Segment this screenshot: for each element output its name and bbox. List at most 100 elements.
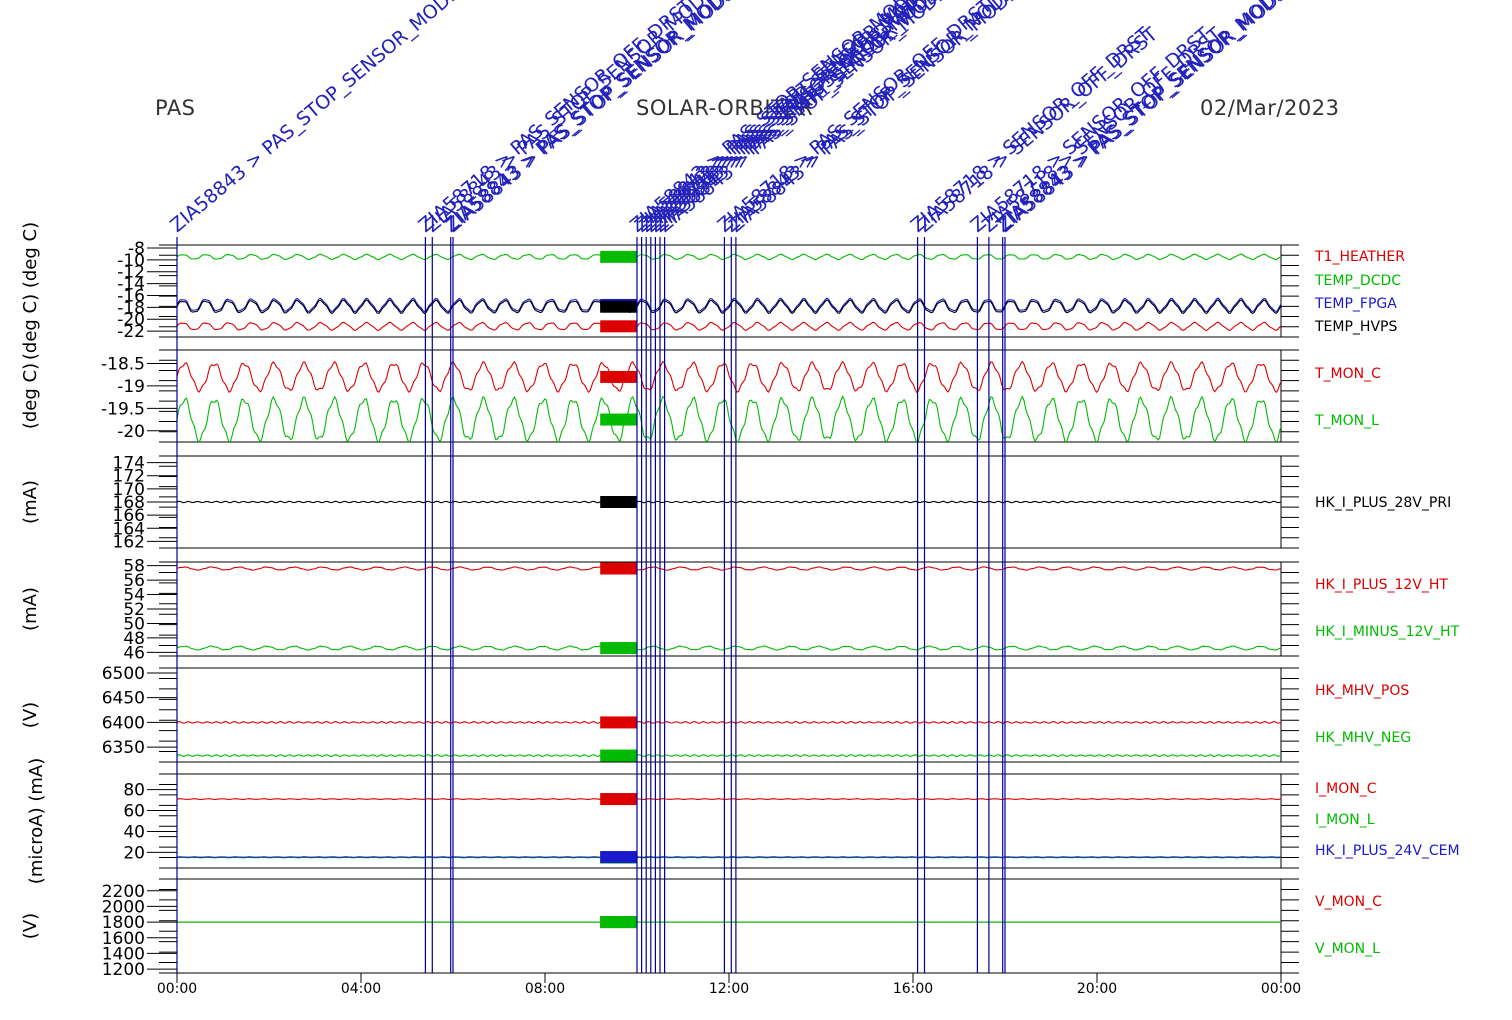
y-axis-label: (V) <box>20 913 41 939</box>
y-tick-label: 6400 <box>102 713 145 733</box>
legend-i-mon-c: I_MON_C <box>1315 781 1377 797</box>
data-burst <box>600 496 637 508</box>
data-burst <box>600 851 637 864</box>
legend-hk-mhv-pos: HK_MHV_POS <box>1315 683 1409 699</box>
legend-hk-i-plus-12v-ht: HK_I_PLUS_12V_HT <box>1315 577 1448 593</box>
y-tick-label: 56 <box>123 571 145 591</box>
y-tick-label: 80 <box>123 781 145 801</box>
header-mission: SOLAR-ORBITER <box>636 96 814 120</box>
header-instrument: PAS <box>155 96 196 120</box>
y-axis-label: (mA) <box>20 480 41 524</box>
y-axis-label: (V) <box>20 702 41 728</box>
legend-t-mon-l: T_MON_L <box>1314 413 1379 429</box>
x-tick-label: 08:00 <box>525 981 565 997</box>
y-tick-label: -19 <box>117 377 145 397</box>
series-t1-heather <box>177 321 1281 332</box>
y-tick-label: 6350 <box>102 738 145 758</box>
legend-v-mon-c: V_MON_C <box>1315 894 1382 910</box>
x-tick-label: 20:00 <box>1077 981 1117 997</box>
data-burst <box>600 642 637 655</box>
series-hk-mhv-pos <box>177 721 1281 724</box>
series-t-mon-c <box>177 360 1281 394</box>
data-burst <box>600 749 637 762</box>
y-tick-label: -20 <box>117 310 145 330</box>
legend-temp-hvps: TEMP_HVPS <box>1314 319 1397 335</box>
data-burst <box>600 320 637 333</box>
panel-frame <box>176 667 1282 763</box>
y-tick-label: -10 <box>117 251 145 271</box>
series-group <box>177 716 1281 762</box>
y-tick-label: 6450 <box>102 689 145 709</box>
y-tick-label: -14 <box>117 275 145 295</box>
series-hk-i-plus-28v-pri <box>177 500 1281 504</box>
legend-temp-fpga: TEMP_FPGA <box>1314 296 1397 312</box>
y-tick-label: -19.5 <box>101 399 145 419</box>
panel-5: 6350 6400 6450 6500 (V) HK_MHV_POS HK_MHV_NEG <box>20 664 1411 763</box>
y-tick-label: -16 <box>117 286 145 306</box>
series-hk-mhv-neg <box>177 754 1281 757</box>
x-tick-label: 04:00 <box>341 981 381 997</box>
y-axis-label: (microA) (mA) <box>26 758 47 884</box>
data-burst <box>600 250 637 263</box>
y-tick-label: 40 <box>123 822 145 842</box>
legend-t-mon-c: T_MON_C <box>1314 366 1381 382</box>
series-hk-i-minus-12v-ht <box>177 645 1281 651</box>
series-temp-fpga <box>177 297 1281 313</box>
y-tick-label: 54 <box>123 586 145 606</box>
x-tick-label: 00:00 <box>157 981 197 997</box>
y-tick-label: 1800 <box>102 913 145 933</box>
y-tick-label: -20 <box>117 422 145 442</box>
y-tick-label: 52 <box>123 600 145 620</box>
x-tick-label: 12:00 <box>709 981 749 997</box>
legend-hk-i-plus-28v-pri: HK_I_PLUS_28V_PRI <box>1315 495 1451 511</box>
y-axis-label: (deg C) (deg C) <box>20 222 41 360</box>
y-axis-label: (mA) <box>20 587 41 631</box>
panel-frame <box>176 561 1282 657</box>
y-tick-label: 6500 <box>102 664 145 684</box>
y-tick-label: -12 <box>117 263 145 283</box>
y-tick-label: 166 <box>113 506 145 526</box>
y-tick-label: 2000 <box>102 897 145 917</box>
y-tick-label: 1600 <box>102 929 145 949</box>
data-burst <box>600 370 637 383</box>
series-i-mon-c <box>177 798 1281 800</box>
data-burst <box>600 562 637 575</box>
y-tick-label: -18 <box>117 298 145 318</box>
series-group <box>177 250 1281 333</box>
data-burst <box>600 413 637 426</box>
series-group <box>177 496 1281 508</box>
panel-1: -8-10-12-14-16-18-20-22 (deg C) (deg C) T1… <box>20 222 1405 360</box>
legend-t1-heather: T1_HEATHER <box>1314 249 1405 265</box>
y-tick-label: 172 <box>113 467 145 487</box>
y-tick-label: 164 <box>113 519 145 539</box>
legend-hk-i-minus-12v-ht: HK_I_MINUS_12V_HT <box>1315 624 1460 640</box>
series-group <box>177 360 1281 442</box>
y-tick-label: 46 <box>123 643 145 663</box>
y-tick-label: 58 <box>123 557 145 577</box>
x-tick-label: 00:00 <box>1261 981 1301 997</box>
panel-frame <box>176 878 1282 974</box>
series-group <box>177 916 1281 929</box>
data-burst <box>600 793 637 806</box>
panel-frame <box>176 349 1282 443</box>
legend-v-mon-l: V_MON_L <box>1315 941 1380 957</box>
y-tick-label: 20 <box>123 843 145 863</box>
data-burst <box>600 716 637 729</box>
y-tick-label: 60 <box>123 802 145 822</box>
x-tick-label: 16:00 <box>893 981 933 997</box>
series-temp-hvps <box>177 299 1281 315</box>
data-burst <box>600 916 637 929</box>
y-tick-label: 50 <box>123 614 145 634</box>
panel-2: -18.5 -19-19.5 -20 (deg C) T_MON_C T_MON_L <box>20 349 1381 443</box>
y-tick-label: 1200 <box>102 960 145 980</box>
y-tick-label: 162 <box>113 532 145 552</box>
legend-hk-mhv-neg: HK_MHV_NEG <box>1315 730 1411 746</box>
y-tick-label: -18.5 <box>101 354 145 374</box>
series-group <box>177 793 1281 864</box>
legend-temp-dcdc: TEMP_DCDC <box>1314 273 1401 289</box>
y-tick-label: 174 <box>113 454 145 474</box>
legend-i-mon-l: I_MON_L <box>1315 812 1375 828</box>
y-tick-label: -8 <box>128 239 145 259</box>
